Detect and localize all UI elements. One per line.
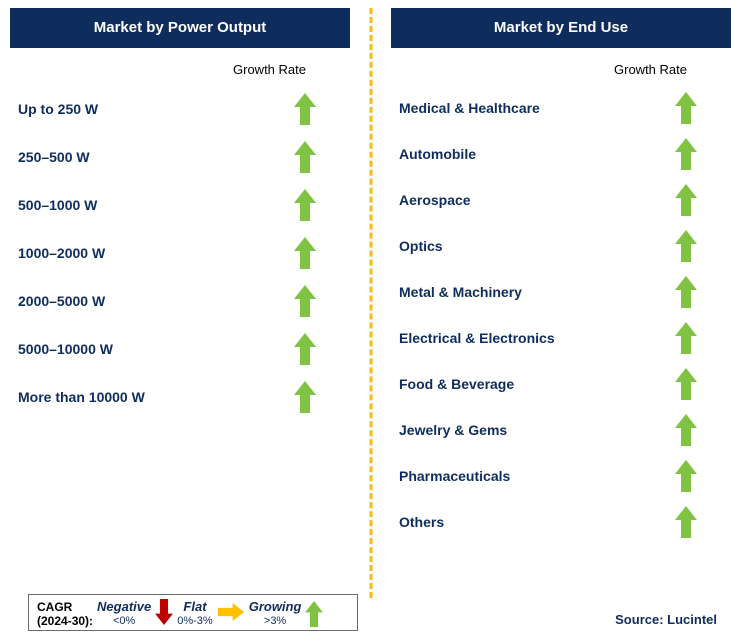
item-label: Others [399,514,444,530]
legend-item: Negative<0% [97,600,151,628]
item-label: Food & Beverage [399,376,514,392]
growth-indicator [641,138,731,170]
list-item: Metal & Machinery [391,269,731,315]
item-label: Up to 250 W [18,101,98,117]
cagr-legend: CAGR (2024-30):Negative<0% Flat0%-3% Gro… [28,594,358,631]
list-item: Automobile [391,131,731,177]
left-growth-label: Growth Rate [10,62,350,77]
growth-indicator [641,92,731,124]
up-arrow-icon [294,285,316,317]
list-item: 500–1000 W [10,181,350,229]
legend-item-range: 0%-3% [177,614,212,628]
right-growth-label: Growth Rate [391,62,731,77]
up-arrow-icon [294,93,316,125]
list-item: Pharmaceuticals [391,453,731,499]
list-item: Medical & Healthcare [391,85,731,131]
list-item: More than 10000 W [10,373,350,421]
item-label: Aerospace [399,192,471,208]
legend-item-title: Negative [97,600,151,614]
down-arrow-icon [155,599,173,625]
list-item: Jewelry & Gems [391,407,731,453]
growth-indicator [260,333,350,365]
up-arrow-icon [675,92,697,124]
up-arrow-icon [675,368,697,400]
growth-indicator [260,189,350,221]
list-item: Electrical & Electronics [391,315,731,361]
item-label: Medical & Healthcare [399,100,540,116]
legend-item: Growing>3% [249,600,302,628]
list-item: Optics [391,223,731,269]
list-item: 1000–2000 W [10,229,350,277]
growth-indicator [641,368,731,400]
item-label: Optics [399,238,443,254]
list-item: 250–500 W [10,133,350,181]
growth-indicator [641,460,731,492]
up-arrow-icon [294,333,316,365]
growth-indicator [641,414,731,446]
item-label: Electrical & Electronics [399,330,555,346]
up-arrow-icon [294,141,316,173]
up-arrow-icon [294,381,316,413]
up-arrow-icon [675,506,697,538]
item-label: 500–1000 W [18,197,97,213]
legend-cagr-label: CAGR (2024-30): [37,600,93,628]
right-arrow-icon [217,603,245,621]
up-arrow-icon [305,601,323,627]
item-label: Automobile [399,146,476,162]
legend-arrow [155,599,173,628]
item-label: Jewelry & Gems [399,422,507,438]
legend-item-title: Growing [249,600,302,614]
item-label: Metal & Machinery [399,284,522,300]
right-header: Market by End Use [391,8,731,48]
up-arrow-icon [294,189,316,221]
growth-indicator [641,506,731,538]
growth-indicator [260,237,350,269]
list-item: 5000–10000 W [10,325,350,373]
legend-item-range: >3% [249,614,302,628]
growth-indicator [260,141,350,173]
up-arrow-icon [675,184,697,216]
growth-indicator [641,322,731,354]
item-label: More than 10000 W [18,389,145,405]
list-item: Aerospace [391,177,731,223]
up-arrow-icon [675,460,697,492]
legend-item: Flat0%-3% [177,600,212,628]
item-label: 250–500 W [18,149,90,165]
item-label: 5000–10000 W [18,341,113,357]
left-header: Market by Power Output [10,8,350,48]
legend-arrow [305,601,323,627]
up-arrow-icon [675,276,697,308]
growth-indicator [641,184,731,216]
list-item: Food & Beverage [391,361,731,407]
right-column: Market by End Use Growth Rate Medical & … [391,8,731,545]
left-column: Market by Power Output Growth Rate Up to… [10,8,350,545]
up-arrow-icon [675,138,697,170]
right-rows: Medical & Healthcare Automobile Aerospac… [391,85,731,545]
item-label: 2000–5000 W [18,293,105,309]
legend-item-title: Flat [177,600,212,614]
up-arrow-icon [675,414,697,446]
up-arrow-icon [675,230,697,262]
list-item: Others [391,499,731,545]
growth-indicator [641,276,731,308]
vertical-divider [369,8,372,598]
growth-indicator [260,285,350,317]
source-label: Source: Lucintel [615,612,717,627]
growth-indicator [260,93,350,125]
item-label: 1000–2000 W [18,245,105,261]
up-arrow-icon [675,322,697,354]
growth-indicator [641,230,731,262]
left-rows: Up to 250 W 250–500 W 500–1000 W 1000–20… [10,85,350,421]
up-arrow-icon [294,237,316,269]
legend-item-range: <0% [97,614,151,628]
growth-indicator [260,381,350,413]
legend-arrow [217,603,245,624]
list-item: Up to 250 W [10,85,350,133]
list-item: 2000–5000 W [10,277,350,325]
item-label: Pharmaceuticals [399,468,510,484]
